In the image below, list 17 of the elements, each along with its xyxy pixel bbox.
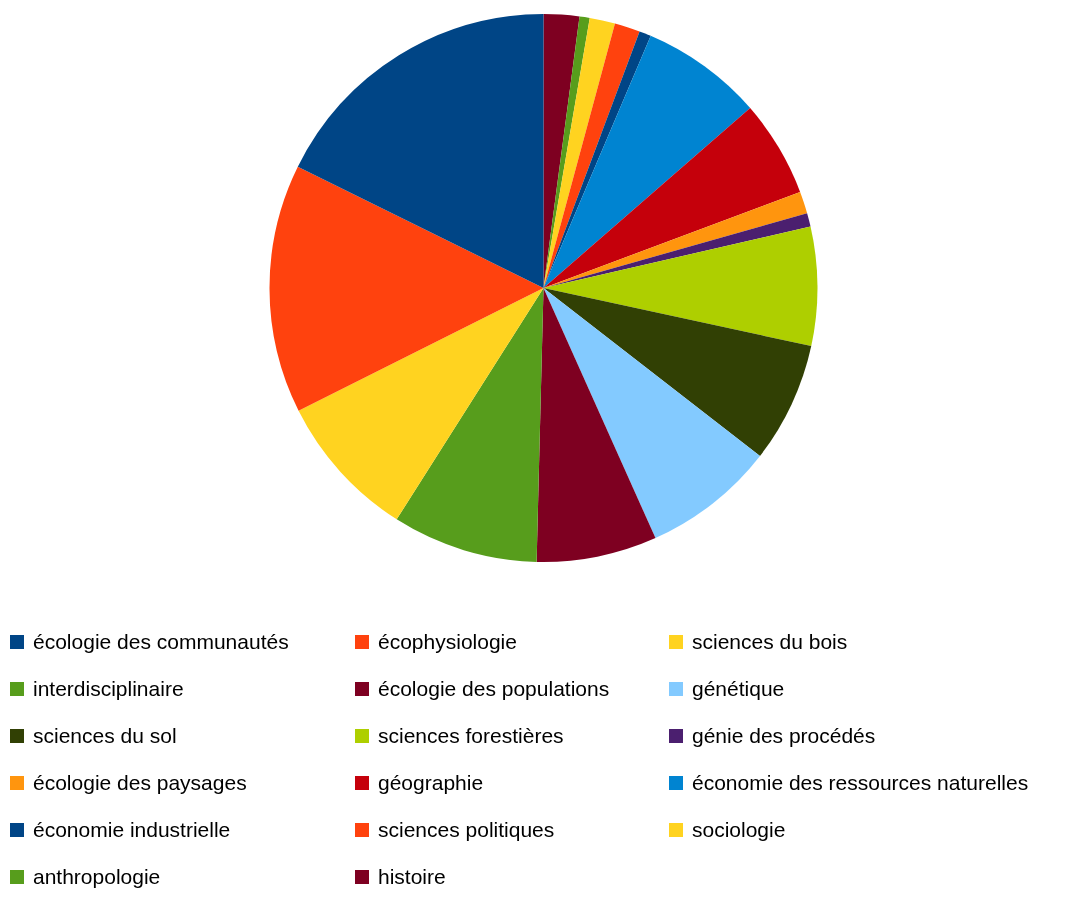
legend-label: interdisciplinaire [33,676,184,701]
legend-label: anthropologie [33,864,161,889]
legend-label: économie industrielle [33,817,231,842]
legend-label: géographie [378,770,484,795]
legend-label: sciences du bois [692,629,848,654]
legend-label: écologie des communautés [33,629,289,654]
legend-label: écologie des populations [378,676,610,701]
legend-label: génétique [692,676,785,701]
legend-label: économie des ressources naturelles [692,770,1029,795]
legend-label: écophysiologie [378,629,517,654]
legend-label: génie des procédés [692,723,876,748]
legend-label: sociologie [692,817,786,842]
legend-label: sciences politiques [378,817,555,842]
legend-label: histoire [378,864,446,889]
legend-label: écologie des paysages [33,770,247,795]
legend-label: sciences du sol [33,723,177,748]
legend-label: sciences forestières [378,723,564,748]
